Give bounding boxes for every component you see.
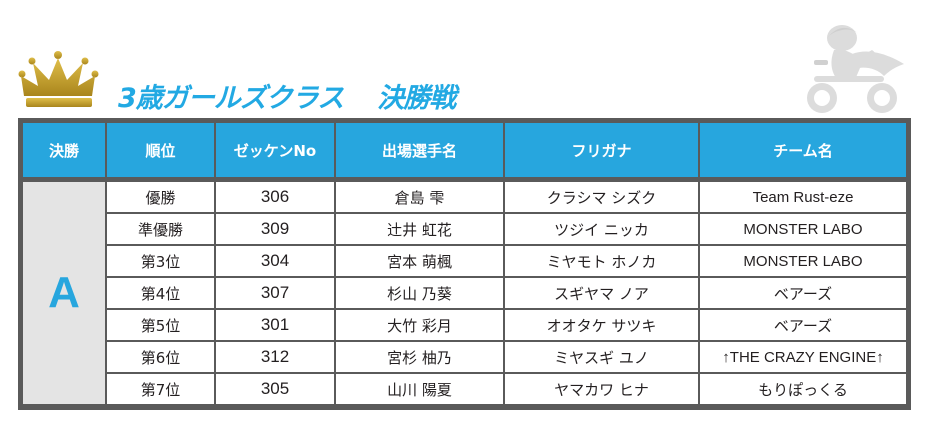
name-cell: 大竹 彩月 xyxy=(336,310,503,340)
rank-cell: 第4位 xyxy=(107,278,214,308)
kana-cell: スギヤマ ノア xyxy=(505,278,698,308)
header-final: 決勝 xyxy=(23,123,105,177)
rank-cell: 第5位 xyxy=(107,310,214,340)
kana-cell: ヤマカワ ヒナ xyxy=(505,374,698,404)
results-table: 決勝 順位 ゼッケンNo 出場選手名 フリガナ チーム名 A 優勝 306 倉島… xyxy=(18,118,911,410)
name-cell: 宮本 萌楓 xyxy=(336,246,503,276)
header-kana: フリガナ xyxy=(505,123,698,177)
team-cell: MONSTER LABO xyxy=(700,214,906,244)
bib-cell: 307 xyxy=(216,278,334,308)
kana-cell: ミヤモト ホノカ xyxy=(505,246,698,276)
team-cell: ベアーズ xyxy=(700,278,906,308)
rank-cell: 準優勝 xyxy=(107,214,214,244)
header-team: チーム名 xyxy=(700,123,906,177)
crown-icon xyxy=(18,51,99,107)
rank-cell: 第7位 xyxy=(107,374,214,404)
kana-cell: ミヤスギ ユノ xyxy=(505,342,698,372)
rank-cell: 優勝 xyxy=(107,182,214,212)
bib-cell: 305 xyxy=(216,374,334,404)
team-cell: ベアーズ xyxy=(700,310,906,340)
name-cell: 山川 陽夏 xyxy=(336,374,503,404)
team-cell: MONSTER LABO xyxy=(700,246,906,276)
balance-bike-rider-icon xyxy=(807,25,904,113)
name-cell: 杉山 乃葵 xyxy=(336,278,503,308)
team-cell: もりぽっくる xyxy=(700,374,906,404)
header-bib: ゼッケンNo xyxy=(216,123,334,177)
class-name: 3歳ガールズクラス xyxy=(118,83,344,114)
rank-cell: 第3位 xyxy=(107,246,214,276)
team-cell: ↑THE CRAZY ENGINE↑ xyxy=(700,342,906,372)
header-rank: 順位 xyxy=(107,123,214,177)
name-cell: 辻井 虹花 xyxy=(336,214,503,244)
page-title: 3歳ガールズクラス 決勝戦 xyxy=(118,76,456,115)
kana-cell: オオタケ サツキ xyxy=(505,310,698,340)
header-name: 出場選手名 xyxy=(336,123,503,177)
rank-cell: 第6位 xyxy=(107,342,214,372)
kana-cell: ツジイ ニッカ xyxy=(505,214,698,244)
name-cell: 倉島 雫 xyxy=(336,182,503,212)
bib-cell: 304 xyxy=(216,246,334,276)
name-cell: 宮杉 柚乃 xyxy=(336,342,503,372)
group-label: A xyxy=(23,182,105,404)
bib-cell: 306 xyxy=(216,182,334,212)
team-cell: Team Rust-eze xyxy=(700,182,906,212)
bib-cell: 301 xyxy=(216,310,334,340)
kana-cell: クラシマ シズク xyxy=(505,182,698,212)
bib-cell: 312 xyxy=(216,342,334,372)
round-name: 決勝戦 xyxy=(377,83,456,114)
bib-cell: 309 xyxy=(216,214,334,244)
